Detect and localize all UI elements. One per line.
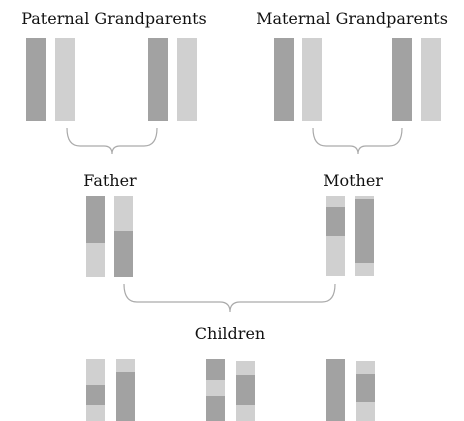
children-chromosomes: [86, 359, 375, 421]
mother-label: Mother: [323, 171, 383, 190]
father-label: Father: [83, 171, 137, 190]
paternal-chromosomes: [26, 38, 197, 121]
inheritance-diagram: Paternal Grandparents Maternal Grandpare…: [0, 0, 464, 421]
paternal-label: Paternal Grandparents: [21, 9, 207, 28]
paternal-brace: [67, 128, 157, 154]
children-label: Children: [195, 324, 265, 343]
maternal-label: Maternal Grandparents: [256, 9, 448, 28]
maternal-brace: [313, 128, 402, 154]
maternal-chromosomes: [274, 38, 441, 121]
father-chromosomes: [86, 196, 133, 277]
parents-brace: [124, 284, 335, 312]
mother-chromosomes: [326, 196, 374, 276]
